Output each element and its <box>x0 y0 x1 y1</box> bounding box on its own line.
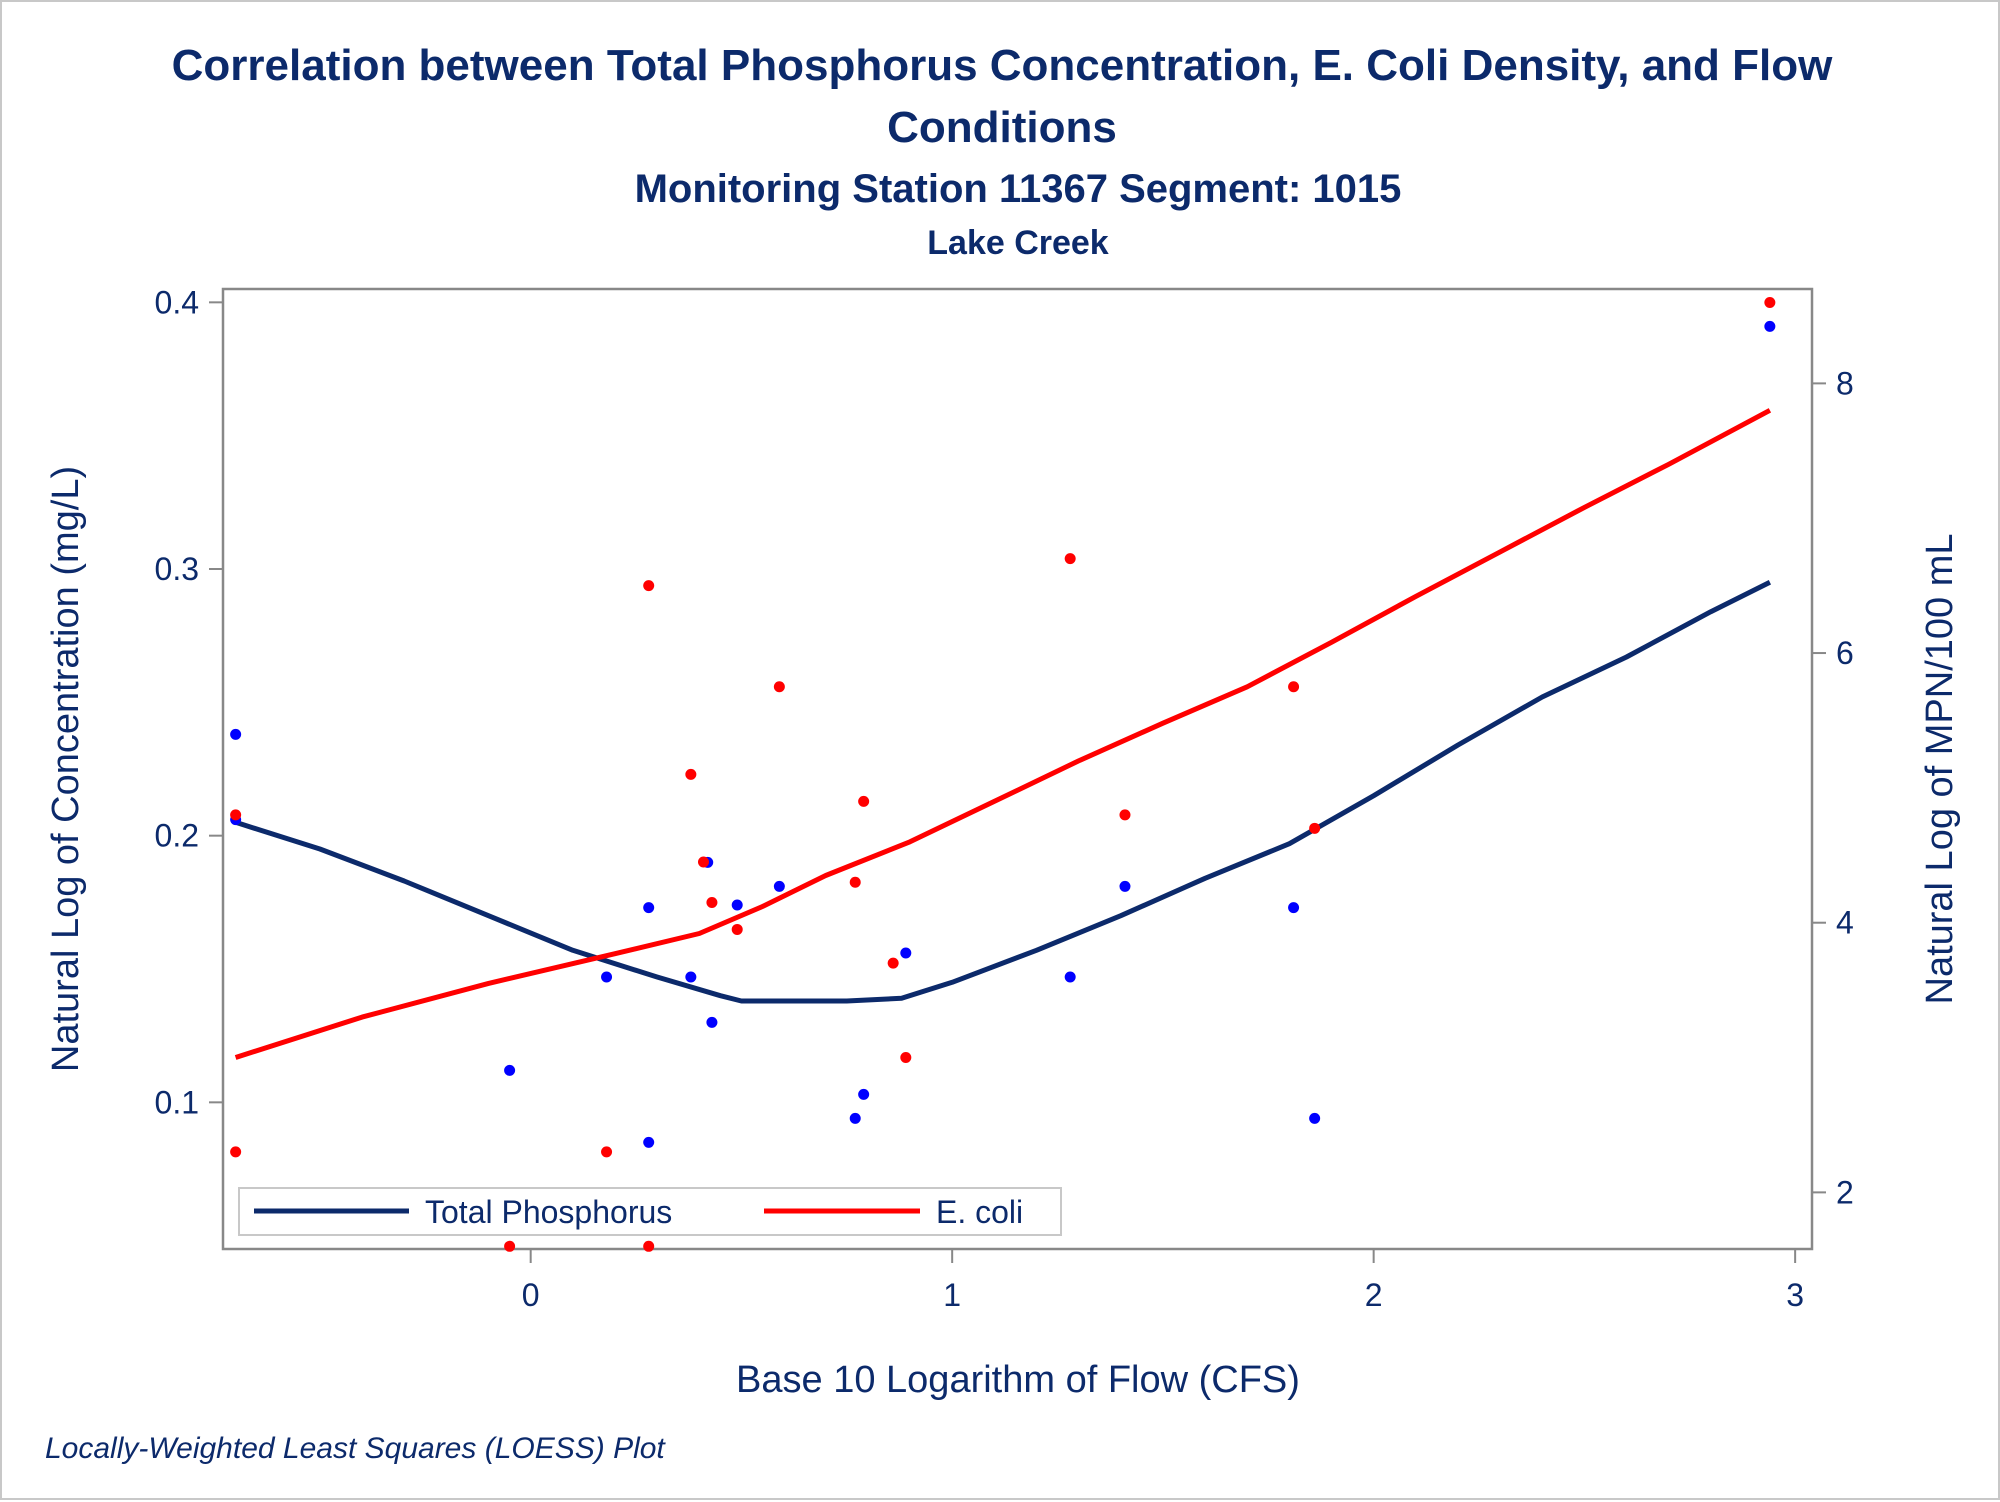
x-axis-label: Base 10 Logarithm of Flow (CFS) <box>736 1359 1300 1401</box>
legend-label-e-coli: E. coli <box>936 1194 1023 1230</box>
data-point-e-coli <box>1064 553 1076 565</box>
data-point-e-coli <box>643 1240 655 1252</box>
data-point-total-phosphorus <box>773 880 785 892</box>
data-point-e-coli <box>706 896 718 908</box>
y-right-tick-label: 6 <box>1836 635 1854 671</box>
y-left-tick-label: 0.1 <box>155 1084 199 1120</box>
y-left-tick-label: 0.2 <box>155 818 199 854</box>
data-point-total-phosphorus <box>1119 880 1131 892</box>
chart-title-line-2: Conditions <box>887 103 1117 152</box>
data-point-e-coli <box>900 1052 912 1064</box>
x-tick-label: 3 <box>1786 1277 1804 1313</box>
data-point-total-phosphorus <box>1288 902 1300 914</box>
x-tick-label: 0 <box>522 1277 540 1313</box>
data-point-e-coli <box>504 1240 516 1252</box>
data-point-total-phosphorus <box>230 728 242 740</box>
y-right-tick-label: 4 <box>1836 905 1854 941</box>
data-point-e-coli <box>887 957 899 969</box>
data-point-total-phosphorus <box>731 899 743 911</box>
y-right-tick-label: 2 <box>1836 1174 1854 1210</box>
y-axis-right: 2 4 6 8 <box>1812 365 1854 1210</box>
x-tick-label: 1 <box>943 1277 961 1313</box>
data-point-total-phosphorus <box>504 1064 516 1076</box>
y-left-tick-label: 0.3 <box>155 551 199 587</box>
loess-curves <box>234 408 1772 1060</box>
data-point-total-phosphorus <box>858 1088 870 1100</box>
x-tick-label: 2 <box>1365 1277 1383 1313</box>
data-point-e-coli <box>601 1146 613 1158</box>
data-point-total-phosphorus <box>849 1112 861 1124</box>
data-point-e-coli <box>1764 296 1776 308</box>
data-point-e-coli <box>685 768 697 780</box>
chart-subtitle: Monitoring Station 11367 Segment: 1015 <box>635 167 1402 211</box>
data-point-e-coli <box>1288 681 1300 693</box>
data-point-e-coli <box>697 856 709 868</box>
x-axis: 0 1 2 3 <box>522 1249 1804 1313</box>
data-point-total-phosphorus <box>706 1016 718 1028</box>
y-axis-right-label: Natural Log of MPN/100 mL <box>1919 533 1961 1004</box>
loess-line-e-coli <box>234 408 1772 1060</box>
data-point-e-coli <box>849 876 861 888</box>
data-point-e-coli <box>1309 822 1321 834</box>
y-right-tick-label: 8 <box>1836 365 1854 401</box>
y-left-tick-label: 0.4 <box>155 284 199 320</box>
footnote: Locally-Weighted Least Squares (LOESS) P… <box>45 1432 666 1465</box>
data-point-total-phosphorus <box>1764 320 1776 332</box>
data-point-total-phosphorus <box>1309 1112 1321 1124</box>
data-point-total-phosphorus <box>900 947 912 959</box>
data-point-e-coli <box>230 809 242 821</box>
data-point-e-coli <box>858 795 870 807</box>
legend: Total Phosphorus E. coli <box>238 1187 1062 1236</box>
chart-title-line-1: Correlation between Total Phosphorus Con… <box>172 41 1833 90</box>
data-point-total-phosphorus <box>1064 971 1076 983</box>
data-point-e-coli <box>1119 809 1131 821</box>
data-point-total-phosphorus <box>643 1136 655 1148</box>
data-point-e-coli <box>643 580 655 592</box>
data-point-e-coli <box>731 923 743 935</box>
data-point-e-coli <box>773 681 785 693</box>
loess-line-total-phosphorus <box>234 580 1772 1004</box>
chart-subtitle-location: Lake Creek <box>927 224 1109 262</box>
data-point-e-coli <box>230 1146 242 1158</box>
data-point-total-phosphorus <box>685 971 697 983</box>
data-point-total-phosphorus <box>643 902 655 914</box>
scatter-points <box>230 296 1776 1252</box>
y-axis-left: 0.1 0.2 0.3 0.4 <box>155 284 223 1120</box>
legend-label-total-phosphorus: Total Phosphorus <box>425 1194 672 1230</box>
y-axis-left-label: Natural Log of Concentration (mg/L) <box>45 466 87 1072</box>
plot-area <box>221 287 1814 1251</box>
data-point-total-phosphorus <box>601 971 613 983</box>
